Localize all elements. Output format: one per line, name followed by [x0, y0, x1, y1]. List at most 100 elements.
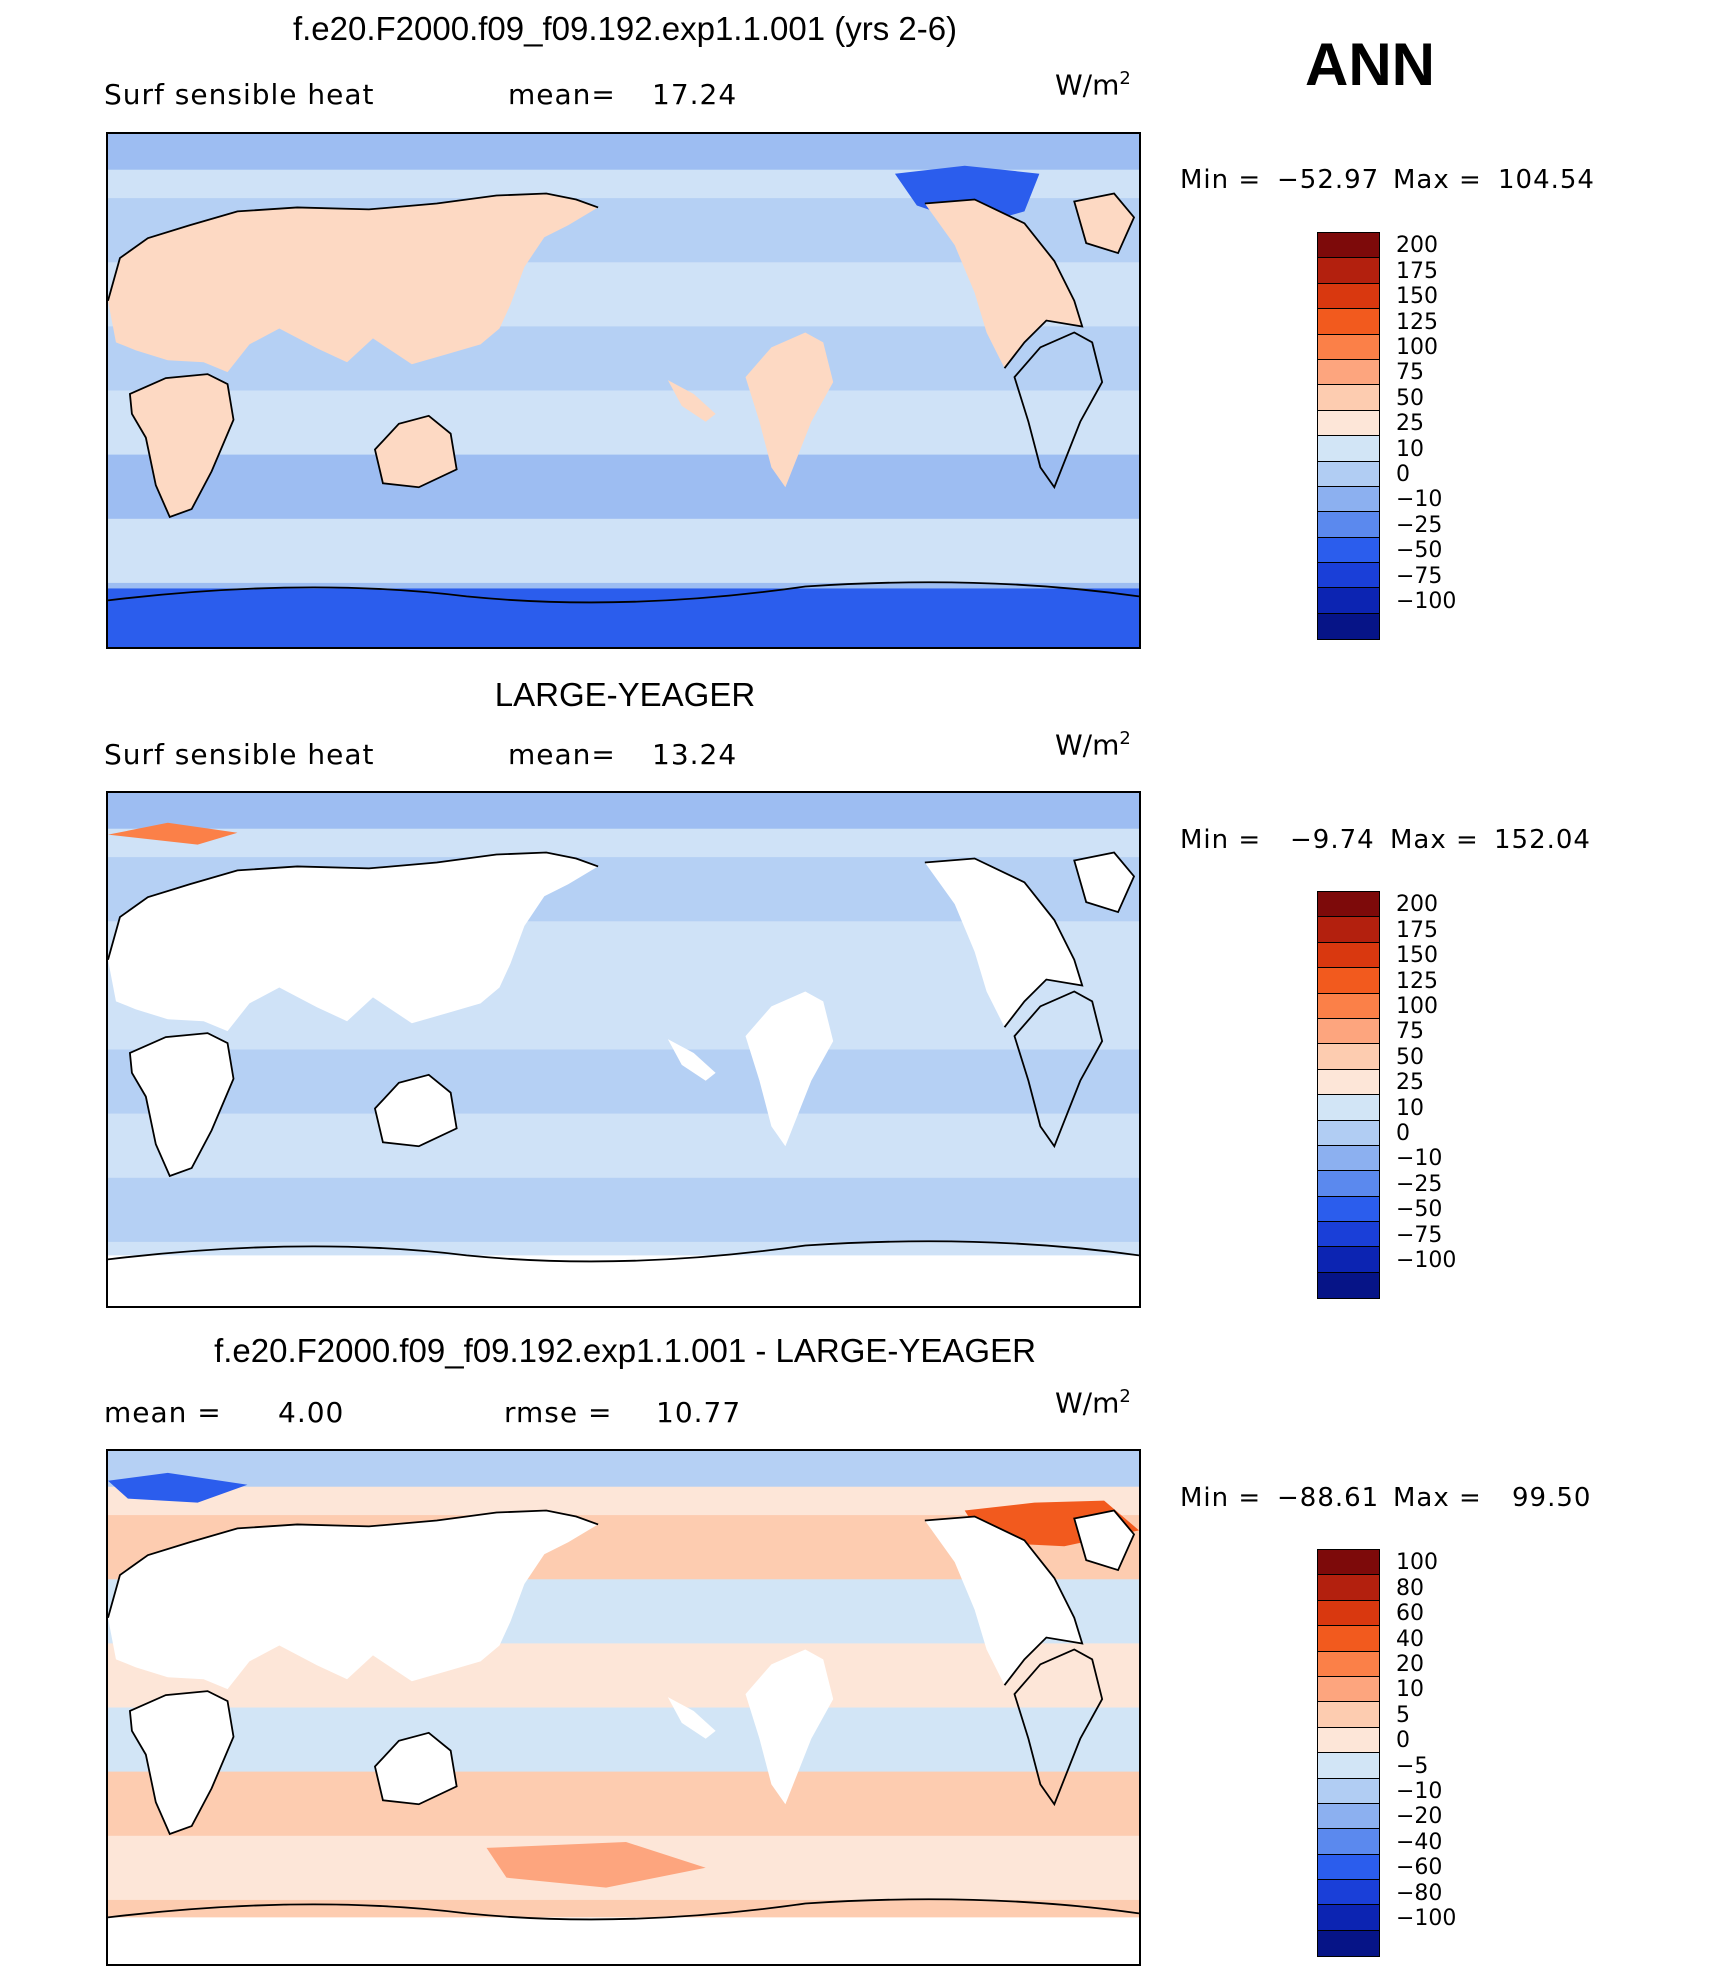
colorbar-swatch — [1318, 993, 1379, 1019]
coastline — [128, 1690, 235, 1836]
land-area — [374, 1732, 457, 1805]
colorbar-level-label: 10 — [1396, 436, 1424, 462]
colorbar-swatch — [1318, 1880, 1379, 1906]
colorbar-level-label: 20 — [1396, 1652, 1424, 1677]
colorbar-level-label: 150 — [1396, 284, 1438, 310]
colorbar-level-label: 75 — [1396, 1019, 1424, 1045]
land-area — [745, 1649, 834, 1805]
colorbar-swatch — [1318, 1550, 1379, 1576]
land-area — [374, 415, 457, 488]
greenland-cold-patch — [894, 165, 1040, 226]
panel-2-max-value: 152.04 — [1494, 825, 1591, 855]
land-area — [374, 1074, 457, 1147]
colorbar-swatch — [1318, 283, 1379, 310]
colorbar-level-label: 100 — [1396, 994, 1438, 1019]
antarctica-mask — [108, 1255, 1139, 1306]
colorbar-swatch — [1318, 917, 1379, 943]
colorbar-swatch — [1318, 1095, 1379, 1121]
panel-3-title: f.e20.F2000.f09_f09.192.exp1.1.001 - LAR… — [214, 1332, 1036, 1369]
colorbar-level-label: −100 — [1396, 1248, 1457, 1273]
ocean-band — [108, 1643, 1139, 1709]
land-area — [745, 332, 834, 488]
coastline — [373, 414, 458, 489]
ocean-band — [108, 1113, 1139, 1179]
colorbar-swatch — [1318, 1905, 1379, 1931]
colorbar-level-label: −80 — [1396, 1880, 1443, 1906]
coastline — [373, 1073, 458, 1148]
ocean-band — [108, 1771, 1139, 1837]
colorbar-swatch — [1318, 1778, 1379, 1804]
land-area — [108, 193, 599, 373]
colorbar-level-label: 60 — [1396, 1601, 1424, 1627]
panel-2-mean-label: mean= — [508, 738, 616, 771]
colorbar-level-label: 150 — [1396, 943, 1438, 969]
arctic-band — [108, 1451, 1139, 1487]
land-area — [667, 1039, 716, 1081]
panel-1-max-label: Max = — [1393, 165, 1482, 195]
panel-1-max-value: 104.54 — [1498, 165, 1595, 195]
colorbar-swatch — [1318, 1171, 1379, 1197]
panel-1-mean-label: mean= — [508, 78, 616, 111]
colorbar-swatch — [1318, 512, 1379, 538]
colorbar-level-label: 50 — [1396, 385, 1424, 411]
colorbar-swatch — [1318, 1272, 1379, 1299]
panel-3-colorbar — [1317, 1549, 1380, 1958]
colorbar-level-label: 5 — [1396, 1702, 1410, 1728]
arctic-cold-patch — [108, 1472, 248, 1503]
colorbar-level-label: 100 — [1396, 335, 1438, 360]
panel-1-map — [106, 132, 1141, 649]
panel-2-units: W/m2 — [1055, 728, 1131, 762]
panel-2-title: LARGE-YEAGER — [494, 676, 756, 713]
ocean-band — [108, 454, 1139, 520]
panel-3-rmse-label: rmse = — [504, 1396, 613, 1429]
colorbar-level-label: 0 — [1396, 462, 1410, 487]
panel-3-min-value: −88.61 — [1277, 1483, 1380, 1513]
coastline — [108, 851, 599, 960]
colorbar-swatch — [1318, 1753, 1379, 1779]
colorbar-swatch — [1318, 1854, 1379, 1881]
colorbar-swatch — [1318, 359, 1379, 386]
colorbar-level-label: 75 — [1396, 360, 1424, 386]
colorbar-level-label: −40 — [1396, 1829, 1443, 1855]
colorbar-level-label: 25 — [1396, 411, 1424, 437]
colorbar-swatch — [1318, 436, 1379, 462]
colorbar-level-label: −100 — [1396, 1906, 1457, 1931]
colorbar-level-label: 25 — [1396, 1070, 1424, 1096]
colorbar-level-label: −75 — [1396, 1222, 1443, 1248]
southern-ocean-warm-patch — [486, 1841, 706, 1888]
panel-2-colorbar — [1317, 891, 1380, 1300]
panel-3-max-value: 99.50 — [1512, 1483, 1592, 1513]
colorbar-level-label: 10 — [1396, 1095, 1424, 1121]
colorbar-level-label: 200 — [1396, 892, 1438, 918]
ocean-band — [108, 1049, 1139, 1115]
colorbar-swatch — [1318, 613, 1379, 640]
land-area — [745, 991, 834, 1147]
panel-3-map — [106, 1449, 1141, 1966]
panel-1-units: W/m2 — [1055, 68, 1131, 102]
colorbar-swatch — [1318, 1247, 1379, 1273]
colorbar-swatch — [1318, 1120, 1379, 1146]
colorbar-level-label: 40 — [1396, 1626, 1424, 1652]
colorbar-level-label: −10 — [1396, 1779, 1443, 1804]
colorbar-swatch — [1318, 461, 1379, 487]
arctic-band — [108, 134, 1139, 170]
colorbar-level-label: 10 — [1396, 1677, 1424, 1703]
land-area — [924, 1516, 1083, 1686]
coastline — [1013, 1648, 1104, 1807]
colorbar-level-label: 0 — [1396, 1728, 1410, 1754]
colorbar-level-label: 125 — [1396, 968, 1438, 994]
colorbar-level-label: 0 — [1396, 1121, 1410, 1146]
colorbar-swatch — [1318, 1575, 1379, 1601]
ocean-band — [108, 1177, 1139, 1243]
colorbar-level-label: 100 — [1396, 1550, 1438, 1576]
colorbar-swatch — [1318, 1069, 1379, 1096]
ocean-band — [108, 326, 1139, 392]
coastline — [924, 198, 1084, 369]
coastline — [924, 1515, 1084, 1686]
antarctic-band — [108, 588, 1139, 647]
land-area — [667, 380, 716, 422]
panel-1-map-svg — [108, 134, 1139, 647]
panel-1-min-label: Min = — [1180, 165, 1262, 195]
colorbar-swatch — [1318, 968, 1379, 994]
colorbar-swatch — [1318, 309, 1379, 335]
